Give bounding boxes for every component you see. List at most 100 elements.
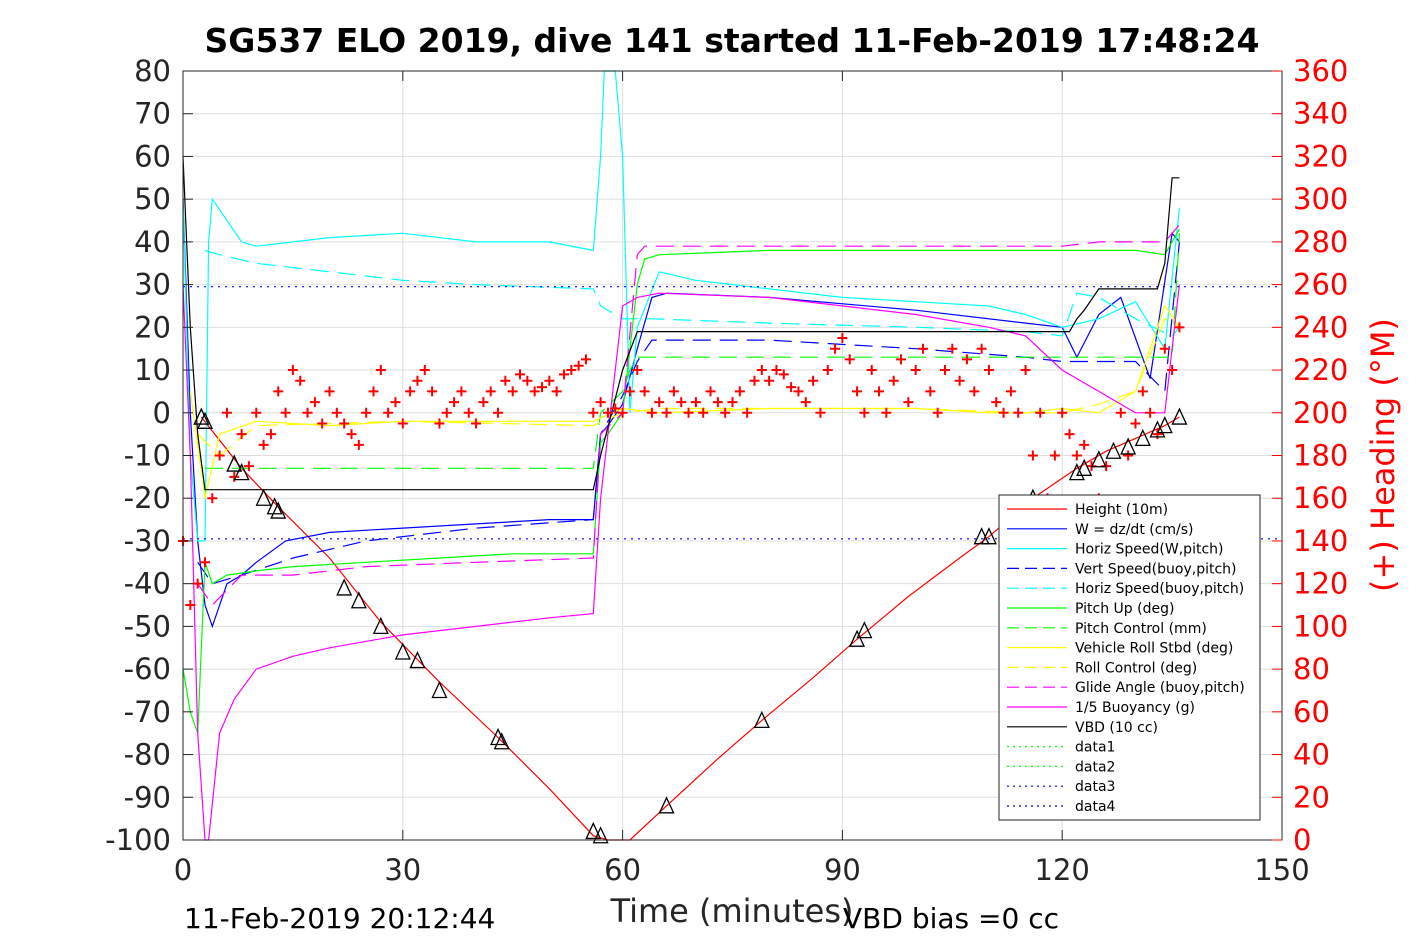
heading-point xyxy=(690,397,701,408)
legend-label: Vehicle Roll Stbd (deg) xyxy=(1075,641,1233,657)
heading-point xyxy=(1137,386,1148,397)
heading-point xyxy=(353,439,364,450)
heading-point xyxy=(324,386,335,397)
gc-marker xyxy=(372,616,389,635)
chart-title: SG537 ELO 2019, dive 141 started 11-Feb-… xyxy=(205,21,1260,60)
heading-point xyxy=(419,365,430,376)
heading-point xyxy=(1079,439,1090,450)
heading-point xyxy=(954,375,965,386)
heading-point xyxy=(602,407,613,418)
heading-point xyxy=(273,386,284,397)
gc-marker xyxy=(226,454,243,472)
heading-point xyxy=(456,386,467,397)
heading-point xyxy=(515,369,526,380)
y-tick-label-right: 40 xyxy=(1293,738,1330,772)
heading-point xyxy=(185,600,196,611)
heading-point xyxy=(1035,407,1046,418)
heading-point xyxy=(815,407,826,418)
footer-timestamp: 11-Feb-2019 20:12:44 xyxy=(184,902,495,935)
y-tick-label-left: -80 xyxy=(124,738,171,772)
heading-point xyxy=(295,375,306,386)
heading-point xyxy=(522,375,533,386)
heading-point xyxy=(705,386,716,397)
heading-point xyxy=(859,407,870,418)
heading-point xyxy=(214,450,225,461)
heading-point xyxy=(727,397,738,408)
y-tick-label-left: 80 xyxy=(134,54,171,88)
heading-point xyxy=(822,365,833,376)
heading-point xyxy=(368,386,379,397)
heading-point xyxy=(243,461,254,472)
series-line-roll-control-deg- xyxy=(197,317,1180,457)
y-tick-label-left: 0 xyxy=(153,396,171,430)
gc-marker xyxy=(270,501,287,519)
y-tick-label-right: 0 xyxy=(1293,823,1311,857)
y-tick-label-left: -10 xyxy=(124,439,171,473)
heading-point xyxy=(463,407,474,418)
heading-point xyxy=(412,375,423,386)
heading-point xyxy=(551,386,562,397)
heading-point xyxy=(830,343,841,354)
legend-label: data3 xyxy=(1075,779,1115,795)
x-tick-label: 0 xyxy=(174,853,192,887)
heading-point xyxy=(1123,450,1134,461)
heading-point xyxy=(976,343,987,354)
heading-point xyxy=(969,386,980,397)
heading-point xyxy=(903,397,914,408)
y-tick-label-right: 300 xyxy=(1293,182,1348,216)
y-tick-label-right: 340 xyxy=(1293,97,1348,131)
heading-point xyxy=(720,407,731,418)
gc-marker xyxy=(409,651,426,669)
heading-point xyxy=(331,407,342,418)
y-tick-label-left: 70 xyxy=(134,97,171,131)
legend-label: Horiz Speed(buoy,pitch) xyxy=(1075,581,1244,597)
series-line-glide-angle-buoy-pitch- xyxy=(197,224,1180,606)
heading-point xyxy=(427,386,438,397)
heading-point xyxy=(1174,322,1185,333)
gc-marker xyxy=(431,680,448,699)
heading-point xyxy=(961,354,972,365)
y-tick-label-right: 260 xyxy=(1293,268,1348,302)
heading-point xyxy=(1071,450,1082,461)
y-tick-label-left: 30 xyxy=(134,268,171,302)
heading-point xyxy=(558,369,569,380)
legend-label: data1 xyxy=(1075,740,1115,756)
heading-point xyxy=(1115,407,1126,418)
heading-point xyxy=(485,386,496,397)
heading-point xyxy=(654,397,665,408)
legend-label: Pitch Up (deg) xyxy=(1075,601,1174,617)
heading-point xyxy=(537,382,548,393)
gc-marker xyxy=(1156,416,1173,434)
heading-point xyxy=(947,343,958,354)
heading-point xyxy=(1130,418,1141,429)
y-tick-label-left: -20 xyxy=(124,481,171,515)
y-tick-label-left: 40 xyxy=(134,225,171,259)
y-tick-label-right: 180 xyxy=(1293,439,1348,473)
y-tick-label-right: 120 xyxy=(1293,567,1348,601)
gc-marker xyxy=(196,411,214,429)
heading-point xyxy=(478,397,489,408)
heading-point xyxy=(734,386,745,397)
series-line-horiz-speed-buoy-pitch- xyxy=(204,249,1180,337)
heading-point xyxy=(646,407,657,418)
heading-point xyxy=(192,578,203,589)
gc-marker xyxy=(1068,463,1085,481)
x-tick-label: 150 xyxy=(1254,853,1309,887)
x-tick-label: 120 xyxy=(1035,853,1090,887)
legend: Height (10m) W = dz/dt (cm/s) Horiz Speed(… xyxy=(998,494,1261,821)
heading-point xyxy=(199,557,210,568)
y-tick-label-right: 140 xyxy=(1293,524,1348,558)
x-axis-label: Time (minutes) xyxy=(610,892,854,930)
heading-point xyxy=(221,407,232,418)
heading-point xyxy=(698,407,709,418)
y-tick-label-left: -90 xyxy=(124,780,171,814)
heading-point xyxy=(375,365,386,376)
y-tick-label-left: -100 xyxy=(105,823,171,857)
heading-point xyxy=(449,397,460,408)
heading-point xyxy=(566,365,577,376)
heading-point xyxy=(756,365,767,376)
heading-point xyxy=(800,397,811,408)
gc-marker xyxy=(336,578,353,596)
gc-marker xyxy=(1076,458,1093,476)
gc-marker xyxy=(490,727,507,746)
